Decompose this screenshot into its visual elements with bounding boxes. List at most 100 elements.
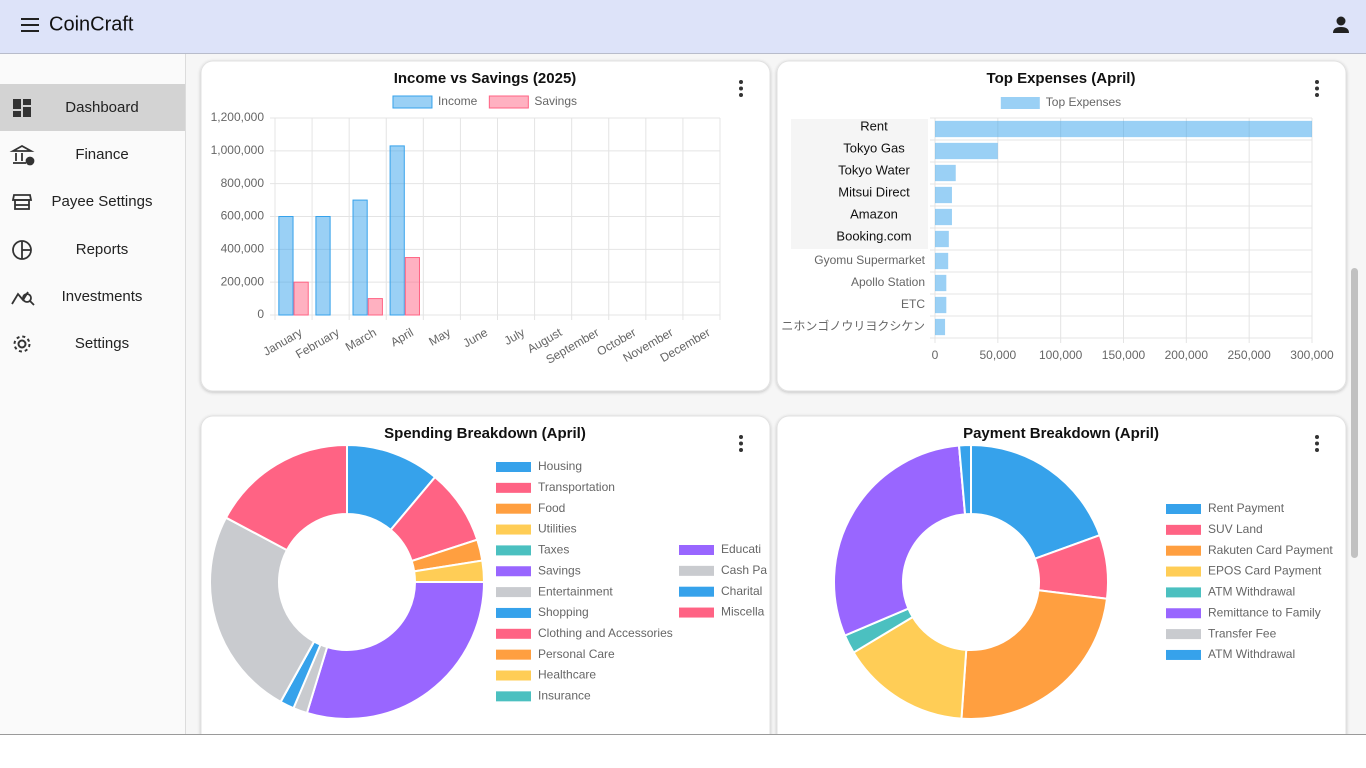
legend-swatch (679, 565, 714, 576)
bar (935, 296, 947, 314)
nav-label[interactable]: Payee Settings (52, 193, 153, 210)
chart-title: Top Expenses (April) (987, 70, 1136, 87)
bar (293, 281, 309, 316)
y-tick-label: 1,200,000 (211, 110, 265, 124)
bar (935, 252, 949, 270)
y-tick-label: Rent (860, 118, 888, 133)
legend-label: Food (538, 501, 565, 515)
legend-label: Remittance to Family (1208, 605, 1321, 619)
bar (935, 142, 998, 160)
nav-label[interactable]: Investments (62, 288, 143, 305)
slice (209, 516, 316, 704)
y-tick-label: 0 (257, 307, 264, 321)
nav-label[interactable]: Finance (75, 146, 128, 163)
nav-item[interactable]: Reports (12, 240, 129, 260)
legend-label: Cash Pa (721, 563, 767, 577)
legend-label: SUV Land (1208, 522, 1263, 536)
chart-title: Spending Breakdown (April) (384, 425, 586, 442)
bar (935, 164, 956, 182)
bar (935, 186, 952, 204)
bar (935, 318, 946, 336)
app-title: CoinCraft (49, 13, 134, 35)
legend-swatch (1166, 504, 1201, 514)
investments-icon (11, 291, 35, 306)
chart: Top Expenses (April) Top Expenses 0 50,000 1… (781, 70, 1334, 362)
y-tick-label: Booking.com (836, 228, 911, 243)
finance-icon (9, 144, 35, 166)
tooltip-box (791, 119, 928, 249)
legend-swatch (496, 649, 531, 660)
nav-item[interactable]: Investments (11, 288, 143, 306)
legend-swatch (488, 95, 529, 109)
bar (315, 216, 331, 316)
bar (367, 298, 383, 316)
legend-label: ATM Withdrawal (1208, 647, 1295, 661)
legend-swatch (679, 545, 714, 555)
legend-swatch (1166, 524, 1201, 535)
bar (278, 216, 294, 316)
y-tick-label: 800,000 (221, 176, 265, 190)
scrollbar[interactable] (1351, 268, 1358, 558)
card-menu[interactable] (739, 80, 743, 97)
nav-item[interactable]: Settings (13, 335, 130, 353)
legend-swatch (1166, 545, 1201, 556)
reports-icon (12, 240, 32, 260)
legend: Top Expenses (1000, 95, 1121, 109)
bar (935, 208, 952, 226)
x-tick-label: 300,000 (1290, 348, 1334, 362)
nav-item[interactable]: Dashboard (13, 99, 139, 117)
legend-swatch (496, 482, 531, 493)
legend-swatch (496, 607, 531, 618)
chart: Payment Breakdown (April) Rent Payment SUV… (833, 425, 1333, 720)
chart-title: Payment Breakdown (April) (963, 425, 1159, 442)
legend: Income Savings (392, 94, 577, 109)
y-tick-label: Amazon (850, 206, 898, 221)
legend-label: Housing (538, 459, 582, 473)
legend-label: Clothing and Accessories (538, 626, 673, 640)
legend-label: Rent Payment (1208, 501, 1285, 515)
legend-swatch (1166, 629, 1201, 640)
slice (305, 581, 486, 720)
legend-label: EPOS Card Payment (1208, 564, 1322, 578)
legend-label: Healthcare (538, 668, 596, 682)
legend-label: Miscella (721, 605, 765, 619)
legend-swatch (496, 545, 531, 556)
card-menu[interactable] (1315, 80, 1319, 97)
bar (935, 120, 1312, 138)
legend-label: Entertainment (538, 584, 613, 598)
x-tick-label: 200,000 (1165, 348, 1209, 362)
legend-label: Income (438, 94, 478, 108)
nav-label[interactable]: Dashboard (65, 99, 138, 116)
legend-label: Transportation (538, 480, 615, 494)
menu-button[interactable] (21, 18, 39, 32)
slice (833, 444, 967, 637)
y-tick-label: Mitsui Direct (838, 184, 910, 199)
card-menu[interactable] (739, 435, 743, 452)
account-button[interactable] (1333, 16, 1349, 34)
nav-label[interactable]: Settings (75, 335, 129, 352)
chart-card (200, 60, 771, 392)
legend-swatch (496, 462, 531, 472)
y-tick-label: Tokyo Gas (843, 140, 905, 155)
chart: Spending Breakdown (April) Housing Transpo… (209, 425, 767, 720)
nav-item[interactable]: Payee Settings (11, 193, 153, 210)
card-menu[interactable] (1315, 435, 1319, 452)
y-tick-label: 400,000 (221, 242, 265, 256)
legend-label: Educati (721, 542, 761, 556)
legend-swatch (496, 566, 531, 577)
legend-swatch (496, 587, 531, 598)
legend-label: Charital (721, 584, 762, 598)
legend-label: Personal Care (538, 647, 615, 661)
nav-item[interactable]: Finance (9, 144, 129, 166)
bottom-strip (0, 734, 1366, 768)
slice (957, 443, 972, 516)
legend-label: Transfer Fee (1208, 626, 1277, 640)
nav-label[interactable]: Reports (76, 241, 129, 258)
app-bar (0, 0, 1366, 53)
y-tick-label: Apollo Station (851, 275, 925, 289)
bar (389, 145, 405, 316)
bar (404, 257, 420, 316)
y-tick-label: 200,000 (221, 274, 265, 288)
